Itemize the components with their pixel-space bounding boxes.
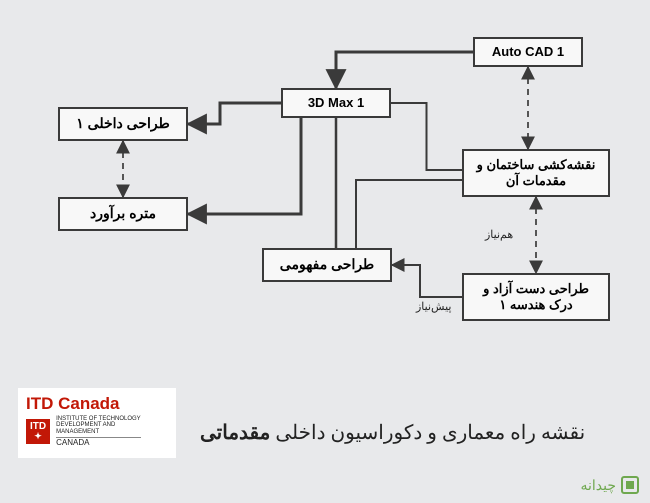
edge-autocad-to-3dmax bbox=[336, 52, 473, 88]
page-title-bold: مقدماتی bbox=[200, 422, 270, 444]
watermark-text: چیدانه bbox=[580, 477, 616, 494]
node-3dmax: 3D Max 1 bbox=[281, 88, 391, 118]
edge-label-coreq: هم‌نیاز bbox=[485, 228, 513, 241]
itd-badge: ITD ✦ bbox=[26, 419, 50, 444]
page-title: نقشه راه معماری و دکوراسیون داخلی مقدمات… bbox=[200, 420, 585, 445]
itd-logo-block: ITD Canada ITD ✦ INSTITUTE OF TECHNOLOGY… bbox=[18, 388, 176, 458]
page-title-prefix: نقشه راه معماری و دکوراسیون داخلی bbox=[270, 422, 585, 444]
edge-3dmax-to-interior1 bbox=[188, 103, 281, 124]
itd-canada-label: CANADA bbox=[56, 437, 141, 447]
node-interior1: طراحی داخلی ۱ bbox=[58, 107, 188, 141]
edge-building-to-concept bbox=[356, 180, 462, 248]
edge-3dmax-to-building bbox=[391, 103, 462, 170]
node-autocad: Auto CAD 1 bbox=[473, 37, 583, 67]
edge-label-prereq: پیش‌نیاز bbox=[416, 300, 451, 313]
node-concept: طراحی مفهومی bbox=[262, 248, 392, 282]
watermark: چیدانه bbox=[580, 475, 640, 495]
edge-freehand-to-concept bbox=[392, 265, 462, 297]
itd-sub3: MANAGEMENT bbox=[56, 429, 141, 435]
itd-logo-title: ITD Canada bbox=[26, 394, 168, 414]
node-building: نقشه‌کشی ساختمان و مقدمات آن bbox=[462, 149, 610, 197]
node-metre: متره برآورد bbox=[58, 197, 188, 231]
watermark-icon bbox=[620, 475, 640, 495]
maple-leaf-icon: ✦ bbox=[34, 432, 42, 441]
node-freehand: طراحی دست آزاد و درک هندسه ۱ bbox=[462, 273, 610, 321]
edge-3dmax-to-metre bbox=[188, 118, 301, 214]
